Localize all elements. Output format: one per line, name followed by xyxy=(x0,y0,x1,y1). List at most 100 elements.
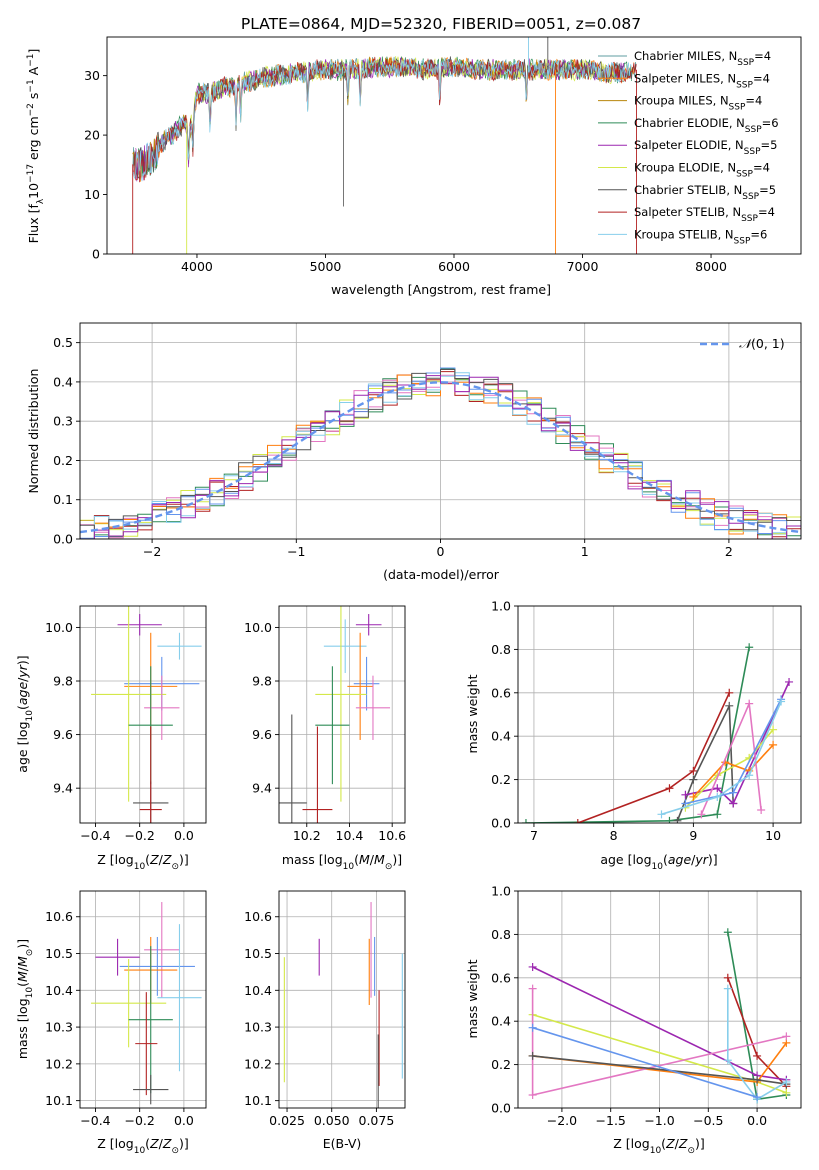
y-axis-label: age [log10(age/yr)] xyxy=(15,655,35,772)
x-tick-label: −1.0 xyxy=(644,1113,674,1128)
plot-age_vs_mass: 10.2 10.4 10.6 9.4 9.6 9.8 10.0 mass [log10(M/M… xyxy=(244,605,406,872)
y-tick-label: 0.4 xyxy=(491,729,511,744)
legend-label: Chabrier MILES, NSSP=4 xyxy=(634,49,771,68)
x-tick-label: 10.2 xyxy=(293,828,321,843)
weight-marker xyxy=(753,1093,762,1102)
y-tick-label: 0.0 xyxy=(491,816,511,831)
weight-series-line xyxy=(577,692,731,823)
y-tick-label: 0.2 xyxy=(53,453,73,468)
weight-marker xyxy=(665,784,674,793)
weight-marker xyxy=(725,701,734,710)
axes-frame xyxy=(278,890,406,1109)
y-tick-label: 0 xyxy=(92,247,100,262)
y-tick-label: 10.5 xyxy=(45,946,73,961)
y-tick-label: 10 xyxy=(84,187,100,202)
weight-marker xyxy=(723,973,732,982)
x-tick-label: 0.0 xyxy=(174,828,194,843)
y-tick-label: 0.8 xyxy=(491,642,511,657)
x-tick-label: 9 xyxy=(689,828,697,843)
legend-label: Salpeter ELODIE, NSSP=5 xyxy=(634,138,777,157)
x-tick-label: −0.5 xyxy=(693,1113,723,1128)
y-tick-label: 0.5 xyxy=(53,335,73,350)
weight-marker xyxy=(782,1088,791,1097)
weight-marker xyxy=(753,1051,762,1060)
y-tick-label: 9.6 xyxy=(252,727,272,742)
axes-frame xyxy=(517,605,802,824)
x-axis-label: wavelength [Angstrom, rest frame] xyxy=(331,282,551,297)
y-tick-label: 10.2 xyxy=(244,1056,272,1071)
weight-marker xyxy=(528,984,537,993)
x-axis-label: (data-model)/error xyxy=(383,567,500,582)
y-tick-label: 10.1 xyxy=(244,1093,272,1108)
weight-marker xyxy=(723,1056,732,1065)
plot-age_vs_Z: −0.4 −0.2 0.0 9.4 9.6 9.8 10.0 Z [log10(Z/Z⊙)] a… xyxy=(15,605,207,872)
weight-marker xyxy=(689,775,698,784)
histogram-step xyxy=(80,375,801,539)
x-tick-label: −2 xyxy=(143,544,161,559)
legend-label: Salpeter MILES, NSSP=4 xyxy=(634,71,770,90)
plot-area xyxy=(279,606,391,823)
y-axis-label: mass [log10(M/M⊙)] xyxy=(15,939,35,1059)
x-tick-label: 10 xyxy=(765,828,781,843)
legend-label: Kroupa ELODIE, NSSP=4 xyxy=(634,161,770,180)
weight-marker xyxy=(723,928,732,937)
x-tick-label: 10.6 xyxy=(378,828,406,843)
weight-marker xyxy=(729,799,738,808)
x-tick-label: 6000 xyxy=(438,259,470,274)
weight-marker xyxy=(729,788,738,797)
x-tick-label: 10.4 xyxy=(336,828,364,843)
y-tick-label: 10.2 xyxy=(45,1056,73,1071)
weight-series-line xyxy=(684,729,774,809)
x-tick-label: 1 xyxy=(581,544,589,559)
y-axis-label: mass weight xyxy=(465,959,480,1038)
y-tick-label: 0.6 xyxy=(491,685,511,700)
spectrum-series-line xyxy=(132,56,637,183)
x-tick-label: 0.075 xyxy=(359,1113,395,1128)
legend-label: Chabrier STELIB, NSSP=5 xyxy=(634,183,776,202)
weight-marker xyxy=(528,1051,537,1060)
plot-area xyxy=(528,928,791,1104)
y-tick-label: 0.0 xyxy=(53,532,73,547)
weight-marker xyxy=(573,819,582,823)
weight-marker xyxy=(725,688,734,697)
weight-series-line xyxy=(661,701,782,816)
weight-marker xyxy=(657,810,666,819)
y-tick-label: 20 xyxy=(84,128,100,143)
y-tick-label: 0.2 xyxy=(491,772,511,787)
weight-marker xyxy=(713,784,722,793)
axes-frame xyxy=(79,890,207,1109)
x-tick-label: 4000 xyxy=(181,259,213,274)
plot-area xyxy=(132,37,637,254)
y-tick-label: 10.5 xyxy=(244,946,272,961)
x-axis-label: Z [log10(Z/Z⊙)] xyxy=(97,1136,189,1156)
y-tick-label: 9.6 xyxy=(53,727,73,742)
legend-label: Kroupa MILES, NSSP=4 xyxy=(634,94,762,113)
plot-mass_vs_EBV: 0.025 0.050 0.075 10.1 10.2 10.3 10.4 10.5 10.6 E… xyxy=(244,890,406,1151)
weight-marker xyxy=(665,816,674,823)
plot-weight_vs_Z: −2.0 −1.5 −1.0 −0.5 0.0 0.0 0.2 0.4 0.6 0.8 1.0 Z [… xyxy=(465,884,802,1156)
x-tick-label: 5000 xyxy=(310,259,342,274)
y-tick-label: 0.4 xyxy=(491,1014,511,1029)
weight-marker xyxy=(697,810,706,819)
plot-area xyxy=(80,367,801,539)
spectrum-series-line xyxy=(135,57,628,182)
y-tick-label: 0.2 xyxy=(491,1057,511,1072)
y-tick-label: 10.6 xyxy=(45,909,73,924)
x-tick-label: −0.2 xyxy=(125,1113,155,1128)
legend-label: 𝒩(0, 1) xyxy=(739,336,785,351)
weight-marker xyxy=(785,677,794,686)
x-tick-label: 8 xyxy=(610,828,618,843)
x-tick-label: −1.5 xyxy=(596,1113,626,1128)
weight-series-line xyxy=(532,1026,758,1098)
weight-marker xyxy=(769,740,778,749)
weight-marker xyxy=(528,1090,537,1099)
weight-marker xyxy=(782,1032,791,1041)
y-axis-label: Normed distribution xyxy=(26,369,41,494)
weight-marker xyxy=(681,790,690,799)
weight-marker xyxy=(745,643,754,652)
plot-area xyxy=(91,902,202,1105)
weight-series-line xyxy=(727,988,787,1101)
x-tick-label: −0.4 xyxy=(80,1113,110,1128)
weight-marker xyxy=(689,792,698,801)
